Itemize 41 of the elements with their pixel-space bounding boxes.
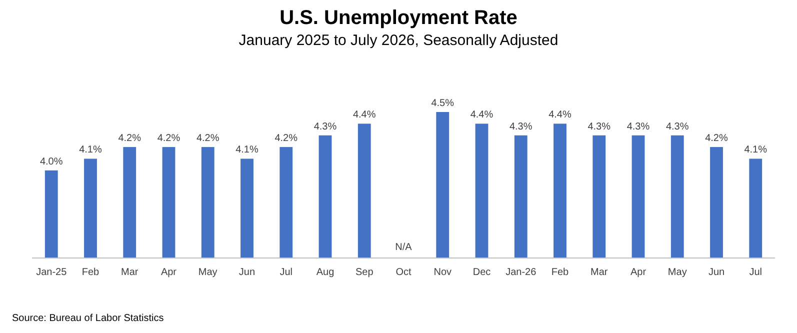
x-tick-label: Jun [238,267,256,278]
chart-subtitle: January 2025 to July 2026, Seasonally Adjusted [238,32,558,49]
x-tick-label: Mar [121,267,139,278]
x-tick-label: Mar [590,267,608,278]
x-tick-label: Feb [82,267,100,278]
x-tick-label: Jun [708,267,725,278]
data-label: 4.1% [744,144,768,156]
data-label: 4.4% [548,110,572,121]
x-tick-label: Jul [280,267,293,278]
data-label: 4.1% [79,144,102,156]
data-label: 4.2% [705,133,728,144]
x-tick-label: May [198,267,218,278]
data-label: 4.3% [626,121,650,132]
data-label: 4.3% [666,121,689,132]
data-label: 4.0% [40,156,63,168]
data-label: 4.2% [118,133,142,144]
x-tick-label: Jan-25 [36,267,68,278]
x-tick-label: Aug [316,267,334,278]
x-tick-label: Oct [396,267,412,278]
x-tick-label: Jul [749,267,762,278]
x-tick-label: Feb [551,267,570,278]
x-tick-label: Dec [472,267,491,278]
x-tick-label: May [668,267,687,278]
data-label: 4.5% [431,98,454,109]
data-label: 4.1% [236,144,258,156]
data-label: 4.3% [509,121,532,132]
data-label: 4.2% [157,133,180,144]
x-tick-label: Apr [160,267,178,278]
data-label: 4.4% [352,110,376,121]
x-tick-label: Jan-26 [506,267,537,278]
data-label: 4.2% [196,133,220,144]
x-tick-label: Apr [630,267,647,278]
x-tick-label: Nov [434,267,452,278]
x-tick-label: Sep [355,267,374,278]
chart-title: U.S. Unemployment Rate [280,7,518,29]
data-label: 4.2% [274,133,298,144]
data-label: 4.3% [314,121,337,132]
data-label: 4.3% [588,121,611,132]
data-label: 4.4% [470,110,494,121]
text: N/A [395,242,412,253]
source-note: Source: Bureau of Labor Statistics [12,313,164,324]
